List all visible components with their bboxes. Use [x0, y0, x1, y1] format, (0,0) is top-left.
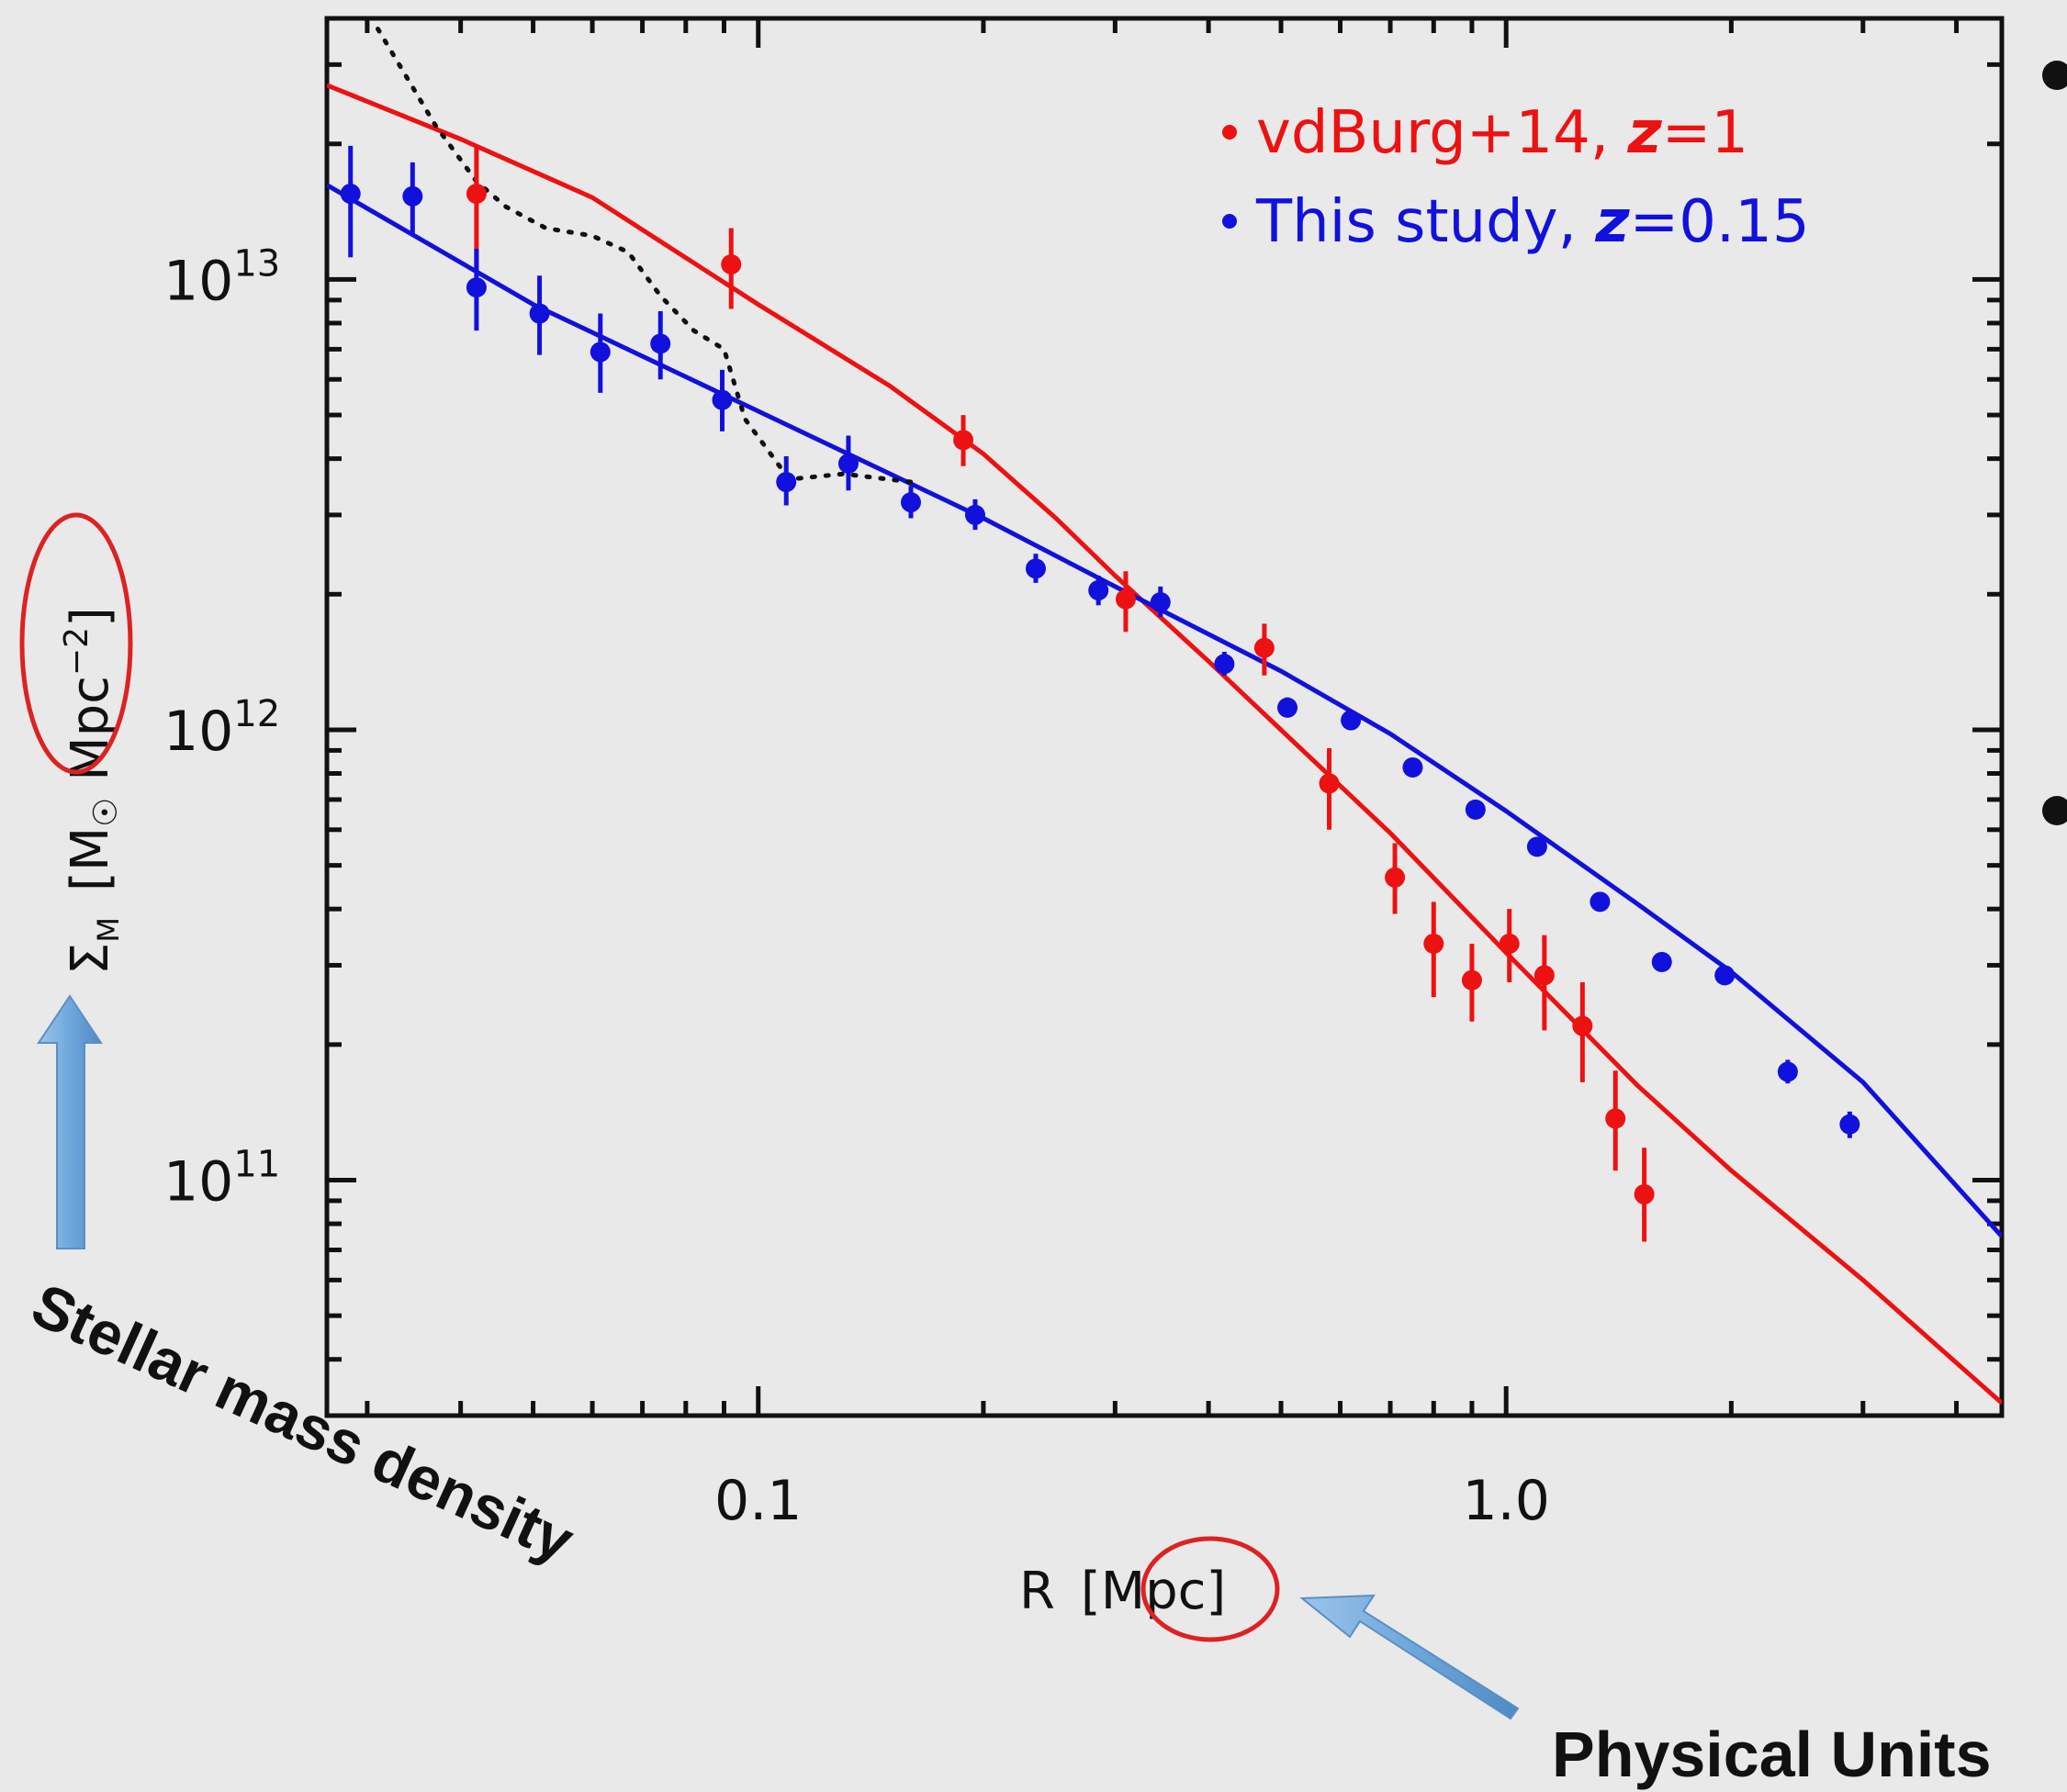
y-axis-unit-close: ]	[61, 607, 120, 627]
data-point-this-study	[776, 472, 797, 493]
legend-label-vdburg: vdBurg+14,	[1256, 99, 1628, 167]
data-point-this-study	[1402, 756, 1423, 778]
x-tick-label: 1.0	[1462, 1469, 1549, 1533]
y-axis-unit-mid: Mpc	[61, 676, 120, 797]
data-point-this-study	[1651, 951, 1672, 972]
dotted-model-line	[376, 27, 914, 485]
data-point-this-study	[1714, 965, 1736, 986]
y-tick-exponent: 11	[233, 1144, 280, 1186]
legend-entry-this-study: This study, z=0.15	[1222, 188, 1810, 256]
data-point-this-study	[1088, 580, 1109, 601]
y-tick-label: 1011	[163, 1144, 280, 1215]
data-point-vdburg	[466, 184, 487, 205]
svg-text:vdBurg+14, z=1: vdBurg+14, z=1	[1256, 99, 1748, 167]
data-point-vdburg	[1533, 965, 1555, 986]
data-point-vdburg	[1499, 933, 1520, 954]
data-point-this-study	[1341, 710, 1362, 731]
data-point-this-study	[529, 303, 550, 324]
plot-frame	[324, 16, 2005, 1418]
x-axis-label: R [Mpc]	[1019, 1562, 1226, 1621]
data-point-vdburg	[1423, 933, 1444, 954]
y-tick-label: 1013	[163, 242, 280, 313]
y-tick-base: 10	[163, 1150, 233, 1215]
data-point-this-study	[590, 342, 611, 363]
data-point-vdburg	[1461, 969, 1482, 991]
data-point-vdburg	[1634, 1183, 1655, 1204]
data-point-this-study	[964, 504, 985, 525]
y-axis-label: ΣM [M☉ Mpc−2]	[58, 607, 126, 975]
y-tick-exponent: 12	[233, 693, 280, 735]
data-point-this-study	[402, 185, 423, 207]
x-axis-unit: [Mpc]	[1081, 1562, 1226, 1621]
y-axis-subscript: M	[91, 917, 126, 943]
legend-z-this-study: z	[1594, 188, 1630, 256]
legend-entry-vdburg: vdBurg+14, z=1	[1222, 99, 1748, 167]
y-axis-unit-exp: −2	[58, 627, 95, 676]
data-point-vdburg	[1115, 588, 1136, 610]
fit-line-1	[327, 183, 2002, 1238]
svg-text:This study, z=0.15: This study, z=0.15	[1255, 188, 1810, 256]
x-tick-label: 0.1	[714, 1469, 802, 1533]
data-point-this-study	[1465, 799, 1486, 820]
y-tick-base: 10	[163, 249, 233, 313]
data-point-this-study	[1277, 697, 1298, 718]
legend-z-vdburg: z	[1627, 99, 1663, 167]
data-point-this-study	[712, 389, 733, 410]
data-point-vdburg	[721, 254, 742, 275]
y-tick-base: 10	[163, 700, 233, 764]
diagonal-arrow-icon	[1299, 1594, 1520, 1720]
data-point-this-study	[1590, 891, 1611, 913]
data-point-this-study	[1526, 836, 1547, 857]
data-point-this-study	[1150, 591, 1171, 612]
data-point-vdburg	[1605, 1108, 1626, 1129]
data-point-vdburg	[1385, 867, 1406, 888]
data-point-this-study	[1214, 654, 1235, 675]
y-axis-symbol: Σ	[61, 943, 120, 975]
data-point-this-study	[1025, 558, 1046, 579]
fit-line-0	[327, 83, 2002, 1406]
sun-symbol-icon: ☉	[87, 798, 125, 827]
data-point-vdburg	[953, 430, 974, 451]
data-point-this-study	[837, 454, 859, 475]
physical-units-annotation: Physical Units	[1552, 1719, 1992, 1790]
x-axis-symbol: R	[1019, 1562, 1055, 1621]
data-point-this-study	[900, 492, 921, 513]
data-point-this-study	[1839, 1114, 1860, 1135]
y-tick-label: 1012	[163, 693, 280, 764]
legend-marker-vdburg	[1222, 125, 1237, 140]
legend-marker-this-study	[1222, 214, 1237, 229]
legend-zval-this-study: =0.15	[1630, 188, 1810, 256]
y-axis-unit-open: [M	[61, 827, 120, 891]
data-points	[340, 145, 1860, 1242]
legend-label-this-study: This study,	[1255, 188, 1595, 256]
data-point-this-study	[340, 184, 361, 205]
data-point-this-study	[466, 277, 487, 298]
legend-zval-vdburg: =1	[1662, 99, 1748, 167]
axis-ticks	[327, 18, 2002, 1418]
up-arrow-icon	[37, 994, 103, 1249]
mpc-highlight-x-ellipse	[1140, 1536, 1280, 1642]
data-point-this-study	[650, 333, 671, 354]
data-point-vdburg	[1572, 1015, 1593, 1036]
data-point-this-study	[1777, 1061, 1798, 1082]
slide-bullet-2	[2042, 796, 2067, 825]
stellar-mass-density-annotation: Stellar mass density	[22, 1270, 584, 1574]
legend: vdBurg+14, z=1 This study, z=0.15	[1222, 99, 1810, 256]
mpc-highlight-y-ellipse	[19, 512, 133, 775]
data-point-vdburg	[1319, 773, 1340, 794]
y-tick-exponent: 13	[233, 242, 280, 285]
data-point-vdburg	[1253, 637, 1275, 658]
slide-bullet-1	[2042, 61, 2067, 90]
